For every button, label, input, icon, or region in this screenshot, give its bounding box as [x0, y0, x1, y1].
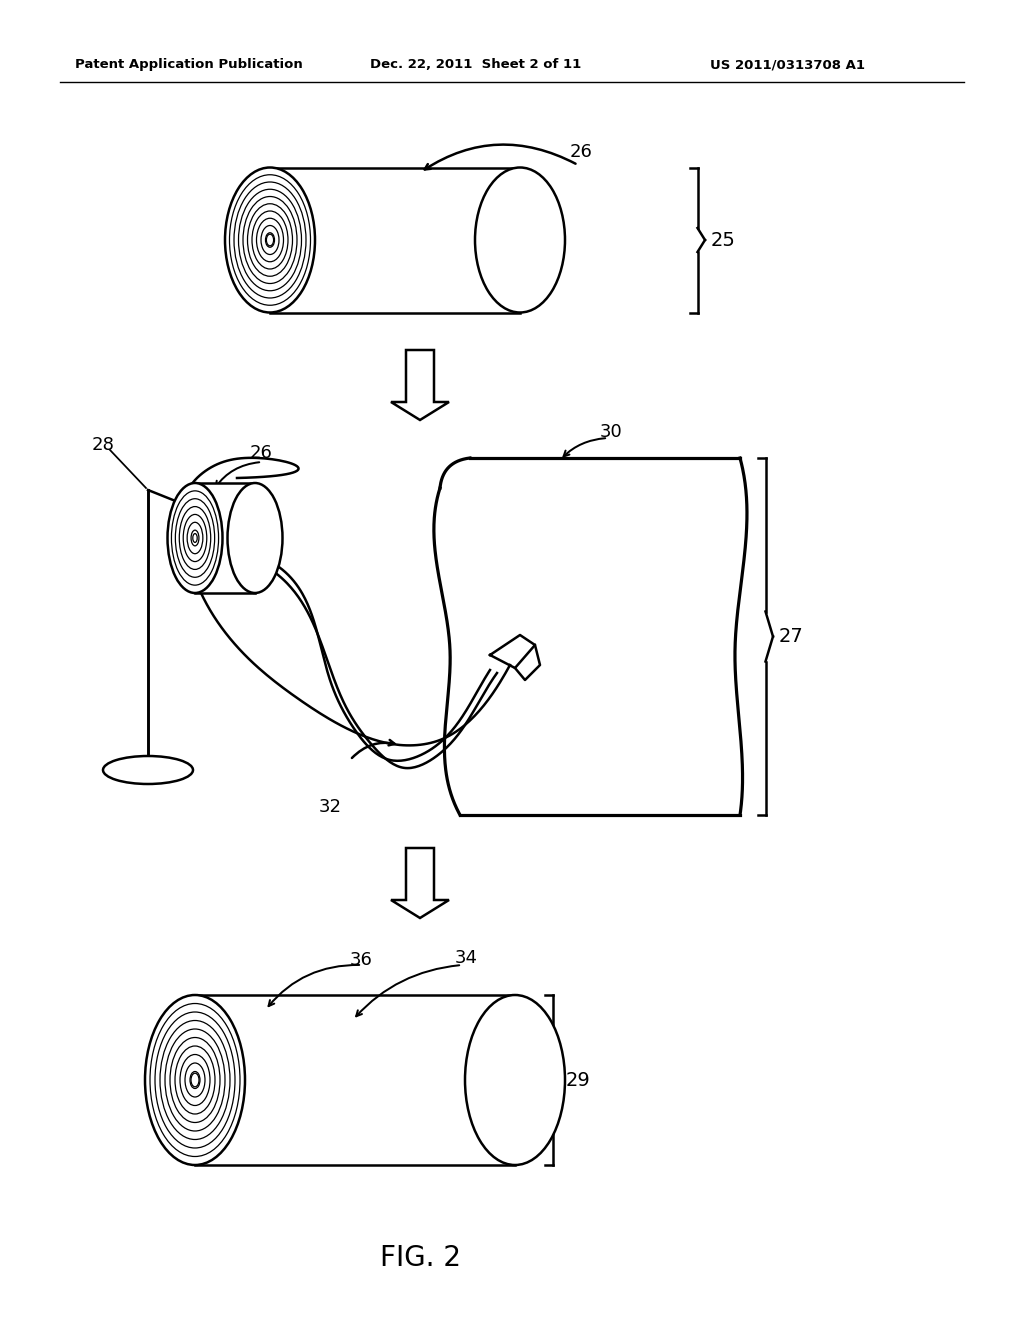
- Text: 29: 29: [566, 1071, 591, 1089]
- Ellipse shape: [465, 995, 565, 1166]
- Ellipse shape: [191, 1073, 199, 1086]
- Text: 26: 26: [250, 444, 272, 462]
- Text: Dec. 22, 2011  Sheet 2 of 11: Dec. 22, 2011 Sheet 2 of 11: [370, 58, 582, 71]
- Text: 34: 34: [455, 949, 478, 968]
- Text: FIG. 2: FIG. 2: [380, 1243, 461, 1272]
- Polygon shape: [195, 995, 515, 1166]
- Text: 25: 25: [711, 231, 736, 249]
- Bar: [200, 1007, 510, 1024]
- Bar: [309, 1034, 396, 1077]
- Ellipse shape: [168, 483, 222, 593]
- Bar: [204, 1082, 291, 1126]
- Text: 32: 32: [318, 799, 341, 816]
- Text: US 2011/0313708 A1: US 2011/0313708 A1: [710, 58, 865, 71]
- Ellipse shape: [103, 756, 193, 784]
- Ellipse shape: [145, 995, 245, 1166]
- Ellipse shape: [475, 168, 565, 313]
- Text: 30: 30: [600, 422, 623, 441]
- Bar: [415, 1082, 502, 1126]
- Text: 27: 27: [779, 627, 804, 645]
- Bar: [204, 1034, 291, 1077]
- Text: 36: 36: [350, 950, 373, 969]
- Ellipse shape: [266, 234, 273, 246]
- Ellipse shape: [227, 483, 283, 593]
- Text: Patent Application Publication: Patent Application Publication: [75, 58, 303, 71]
- Bar: [200, 1135, 510, 1152]
- Bar: [415, 1034, 502, 1077]
- Polygon shape: [195, 483, 255, 593]
- Bar: [309, 1082, 396, 1126]
- Text: 26: 26: [570, 143, 593, 161]
- Polygon shape: [270, 168, 520, 313]
- Ellipse shape: [225, 168, 315, 313]
- Ellipse shape: [193, 533, 198, 543]
- Text: 28: 28: [92, 436, 115, 454]
